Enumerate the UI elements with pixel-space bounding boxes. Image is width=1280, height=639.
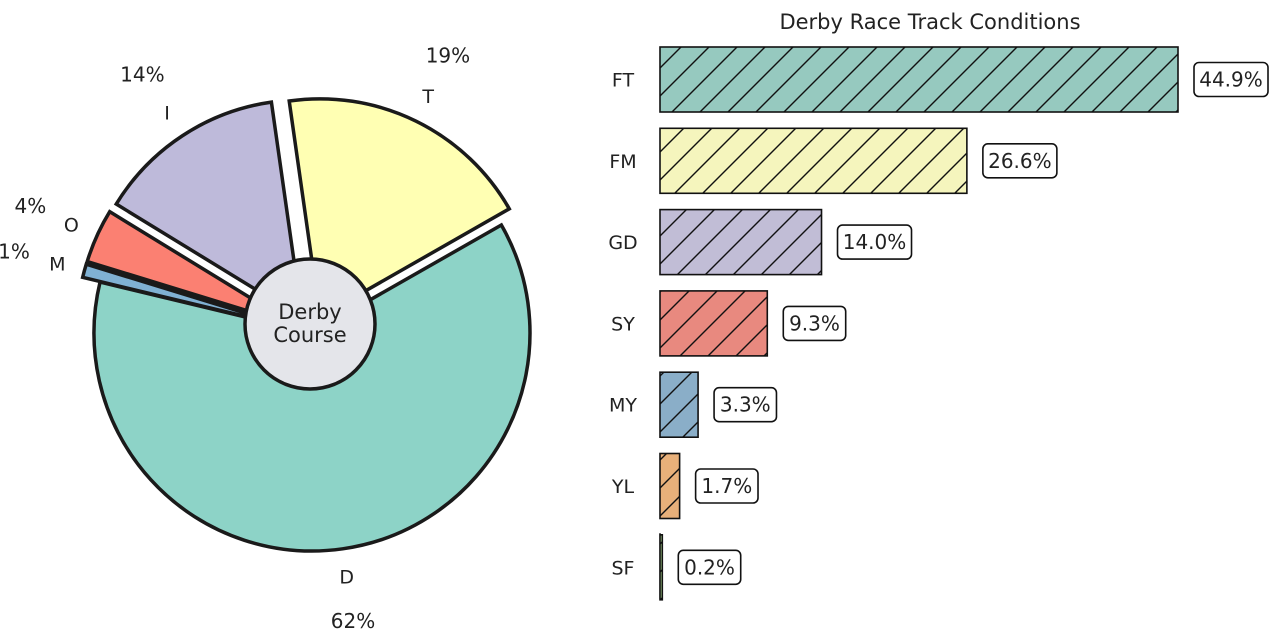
- bar-value-box-fm: [982, 143, 1058, 179]
- bar-hatch-sy: [659, 290, 769, 357]
- pie-label-i: I: [164, 102, 170, 124]
- pie-label-d: D: [339, 567, 354, 589]
- bar-category-label-ft: FT: [612, 70, 635, 92]
- pie-pct-m: 1%: [0, 239, 30, 263]
- bar-value-box-my: [713, 386, 778, 423]
- bar-value-label-gd: 14.0%: [843, 230, 907, 254]
- bar-hatch-gd: [659, 208, 823, 276]
- bar-category-label-sy: SY: [611, 313, 635, 335]
- bar-value-box-gd: [836, 224, 913, 260]
- bar-category-label-sf: SF: [612, 557, 635, 579]
- bar-hatch-sf: [659, 533, 664, 601]
- bar-value-label-yl: 1.7%: [701, 474, 752, 498]
- bar-value-label-sy: 9.3%: [789, 311, 840, 335]
- bar-hatch-ft: [659, 46, 1179, 113]
- pie-center-circle: [243, 257, 377, 391]
- pie-slice-i: [113, 100, 305, 322]
- bar-chart-title: Derby Race Track Conditions: [779, 10, 1080, 34]
- pie-label-o: O: [64, 214, 79, 236]
- bar-value-label-ft: 44.9%: [1199, 68, 1263, 92]
- pie-pct-i: 14%: [120, 63, 164, 87]
- bar-value-box-ft: [1193, 61, 1269, 98]
- bar-category-label-yl: YL: [611, 476, 635, 498]
- bar-value-label-my: 3.3%: [720, 393, 771, 417]
- pie-label-m: M: [49, 253, 65, 275]
- pie-slice-t: [287, 97, 512, 320]
- pie-pct-o: 4%: [15, 194, 47, 218]
- bar-value-box-sf: [677, 549, 742, 586]
- pie-pct-d: 62%: [331, 609, 375, 633]
- bar-hatch-yl: [659, 452, 681, 520]
- pie-center-label-line: Derby: [278, 300, 341, 324]
- pie-label-t: T: [421, 86, 434, 108]
- bar-value-box-yl: [694, 468, 759, 504]
- bar-category-label-gd: GD: [608, 232, 637, 254]
- bar-value-label-sf: 0.2%: [684, 555, 735, 579]
- bar-value-box-sy: [782, 305, 847, 342]
- bar-hatch-fm: [659, 127, 968, 195]
- bar-value-label-fm: 26.6%: [988, 149, 1052, 173]
- pie-slice-m: [80, 261, 296, 330]
- bar-category-label-fm: FM: [609, 151, 636, 173]
- pie-center-label-line: Course: [273, 323, 346, 347]
- bar-chart: Derby Race Track Conditions FT 44.9% FM 26.…: [608, 10, 1269, 601]
- bar-category-label-my: MY: [609, 395, 637, 417]
- pie-pct-t: 19%: [426, 44, 470, 68]
- bar-hatch-my: [659, 371, 699, 439]
- pie-slice-o: [85, 209, 297, 328]
